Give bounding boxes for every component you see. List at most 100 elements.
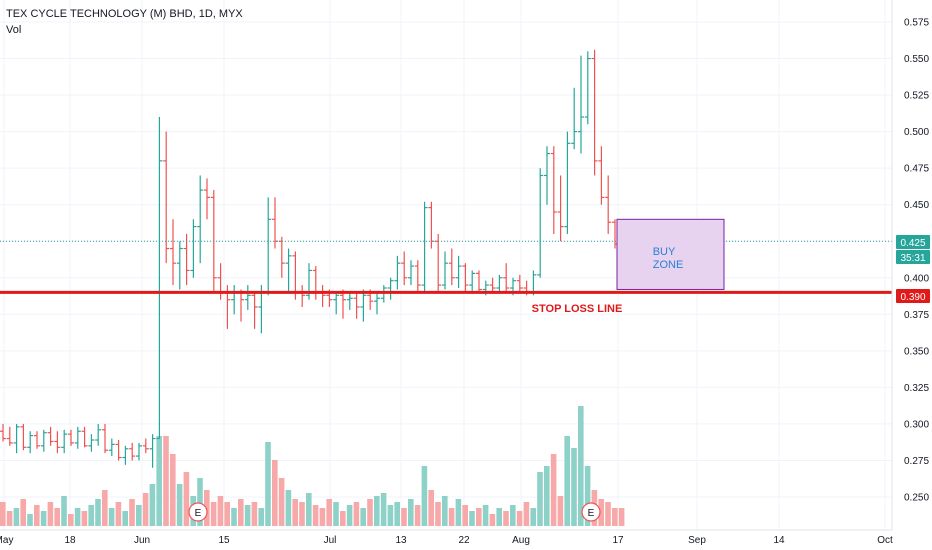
buy-zone-label-line1: BUY (653, 246, 676, 258)
volume-bar (476, 508, 482, 526)
volume-bar (482, 505, 489, 526)
price-axis-tick-label: 0.525 (904, 91, 929, 102)
ohlc-bar (414, 260, 421, 293)
ohlc-bar (557, 175, 564, 242)
countdown-tag-text: 35:31 (900, 253, 925, 264)
chart-title: TEX CYCLE TECHNOLOGY (M) BHD, 1D, MYX (6, 8, 243, 20)
price-axis-tick-label: 0.275 (904, 456, 929, 467)
ohlc-bar (360, 289, 367, 322)
ohlc-bar (61, 429, 68, 454)
volume-bar (47, 502, 54, 526)
ohlc-bar (0, 423, 6, 442)
volume-bar (238, 499, 244, 526)
stop-loss-label: STOP LOSS LINE (532, 303, 623, 315)
time-axis-label: 22 (458, 535, 470, 546)
ohlc-bar (401, 251, 408, 286)
volume-bar (584, 466, 591, 526)
earnings-marker-august[interactable]: E (581, 502, 601, 522)
volume-bar (306, 493, 312, 526)
volume-bar (88, 505, 94, 526)
volume-bar (176, 484, 183, 526)
ohlc-bar (340, 289, 346, 319)
volume-bar (115, 502, 122, 526)
ohlc-bar (516, 274, 523, 293)
volume-bar (537, 472, 543, 526)
ohlc-bar (394, 255, 401, 290)
ohlc-bar (489, 277, 496, 293)
time-axis-label: 14 (773, 535, 785, 546)
ohlc-bar (217, 263, 224, 300)
volume-bar (353, 502, 360, 526)
ohlc-bar (578, 55, 584, 154)
ohlc-bar (163, 131, 170, 264)
ohlc-bar (285, 248, 292, 293)
buy-zone-box[interactable] (616, 218, 725, 290)
volume-bar (251, 502, 258, 526)
ohlc-bar (231, 285, 238, 315)
time-axis[interactable]: May 18 Jun 15 Jul 13 22 Aug 17 Sep 14 Oct (0, 529, 893, 546)
ohlc-bar (408, 260, 414, 286)
time-axis-label: 15 (218, 535, 230, 546)
ohlc-bar (6, 426, 13, 446)
volume-bar (326, 499, 332, 526)
earnings-marker-june[interactable]: E (188, 502, 208, 522)
ohlc-bar (129, 442, 136, 461)
ohlc-bar (299, 285, 306, 307)
ohlc-bar (204, 178, 210, 220)
volume-bar (81, 511, 88, 526)
volume-bar (319, 508, 326, 526)
price-axis[interactable]: 0.250 0.275 0.300 0.325 0.350 0.375 0.400 0.425… (891, 0, 929, 530)
ohlc-bar (149, 434, 156, 468)
ohlc-bars (0, 49, 625, 468)
volume-bar (299, 502, 305, 526)
volume-bar (387, 505, 394, 526)
current-price-tag-text: 0.425 (900, 238, 925, 249)
price-axis-tick-label: 0.300 (904, 419, 929, 430)
earnings-marker-label: E (588, 508, 595, 519)
volume-bar (462, 505, 468, 526)
volume-bar (102, 490, 108, 526)
ohlc-bar (550, 146, 557, 234)
ohlc-bar (306, 263, 312, 300)
volume-bar (61, 496, 67, 526)
volume-bar (333, 502, 339, 526)
volume-indicator-label[interactable]: Vol (6, 24, 22, 36)
ohlc-bar (88, 434, 95, 452)
time-axis-label: Oct (877, 535, 893, 546)
volume-bar (142, 493, 149, 526)
time-axis-label: Sep (688, 535, 706, 546)
countdown-tag: 35:31 (896, 250, 930, 264)
ohlc-bar (244, 285, 251, 310)
volume-bar (156, 436, 162, 526)
time-axis-label: May (0, 535, 13, 546)
price-axis-tick-label: 0.400 (904, 273, 929, 284)
volume-bar (367, 499, 373, 526)
volume-bar (129, 499, 135, 526)
ohlc-bar (54, 431, 61, 454)
ohlc-bar (115, 440, 122, 461)
ohlc-bar (68, 429, 74, 446)
ohlc-bar (102, 423, 108, 454)
volume-bar (312, 505, 319, 526)
volume-bar (27, 514, 33, 526)
volume-bar (272, 460, 278, 526)
ohlc-bar (346, 292, 353, 310)
ohlc-bar (278, 236, 285, 278)
chart-grid (0, 0, 892, 530)
price-axis-tick-label: 0.350 (904, 346, 929, 357)
time-axis-label: Jul (324, 535, 337, 546)
ohlc-bar (537, 168, 544, 278)
volume-bar (435, 502, 441, 526)
ohlc-bar (496, 274, 503, 293)
ohlc-bar (476, 270, 482, 293)
price-axis-tick-label: 0.500 (904, 127, 929, 138)
ohlc-bar (156, 117, 163, 440)
ohlc-bar (455, 255, 462, 288)
volume-bar (408, 499, 414, 526)
volume-bar (340, 511, 346, 526)
volume-bar (108, 508, 115, 526)
ohlc-bar (462, 263, 469, 293)
volume-bar (374, 496, 380, 526)
volume-bar (557, 496, 564, 526)
